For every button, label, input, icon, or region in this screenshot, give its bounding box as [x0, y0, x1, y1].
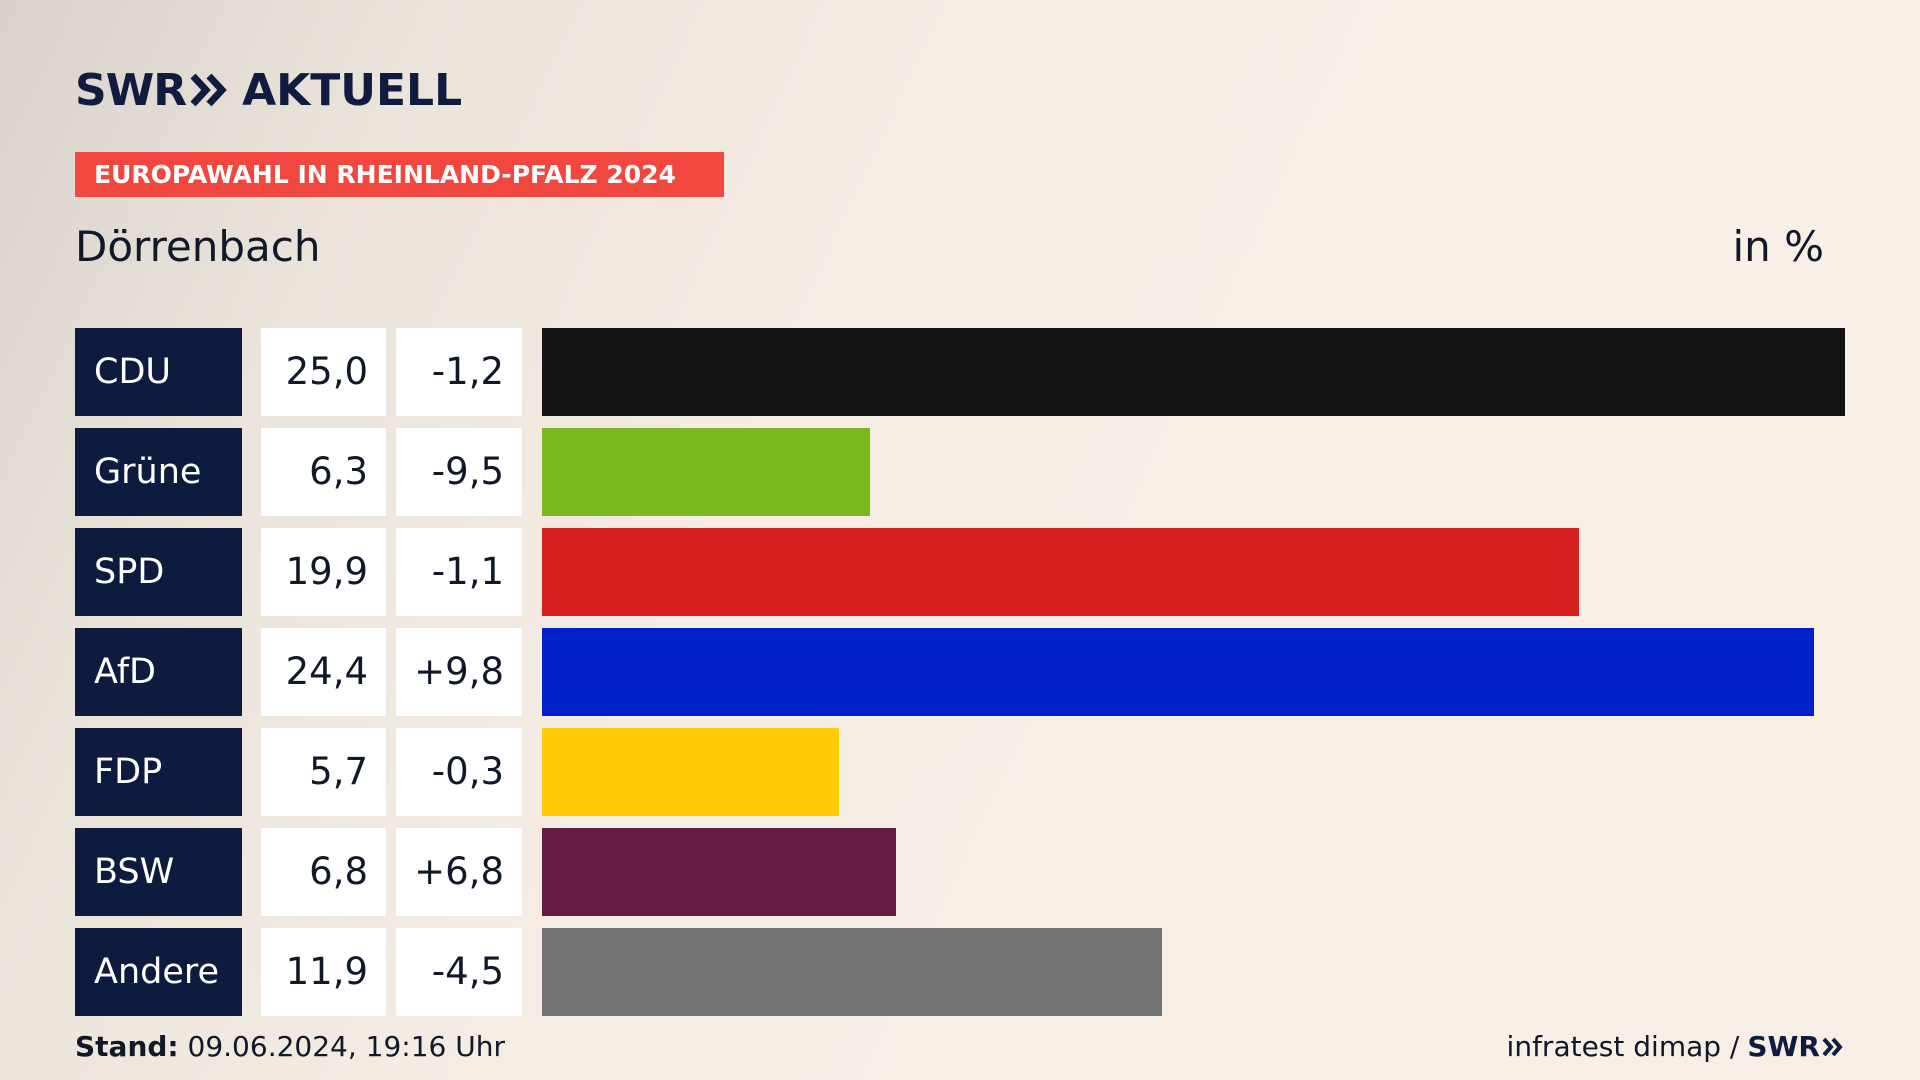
vote-share-value: 11,9	[261, 928, 386, 1016]
vote-share-value: 6,8	[261, 828, 386, 916]
result-bar	[542, 428, 870, 516]
result-bar	[542, 928, 1162, 1016]
result-bar	[542, 828, 896, 916]
logo-brand: SWR	[75, 64, 187, 116]
party-label: BSW	[75, 828, 242, 916]
vote-change-value: -0,3	[396, 728, 522, 816]
party-label: Grüne	[75, 428, 242, 516]
party-label: CDU	[75, 328, 242, 416]
vote-change-value: -1,1	[396, 528, 522, 616]
stand-value: 09.06.2024, 19:16 Uhr	[187, 1030, 505, 1063]
location-title: Dörrenbach	[75, 222, 321, 271]
source-brand: SWR	[1747, 1030, 1820, 1063]
result-bar	[542, 328, 1845, 416]
party-label: FDP	[75, 728, 242, 816]
vote-change-value: +9,8	[396, 628, 522, 716]
party-label: AfD	[75, 628, 242, 716]
swr-aktuell-logo: SWR AKTUELL	[75, 64, 463, 116]
result-bar	[542, 628, 1814, 716]
double-chevron-icon	[1822, 1037, 1843, 1056]
footer-stand: Stand: 09.06.2024, 19:16 Uhr	[75, 1030, 505, 1063]
vote-share-value: 6,3	[261, 428, 386, 516]
source-label: infratest dimap /	[1506, 1030, 1740, 1063]
vote-share-value: 24,4	[261, 628, 386, 716]
party-label: Andere	[75, 928, 242, 1016]
unit-label: in %	[1732, 222, 1824, 271]
stand-label: Stand:	[75, 1030, 179, 1063]
vote-share-value: 19,9	[261, 528, 386, 616]
footer-source: infratest dimap / SWR	[1507, 1030, 1844, 1063]
vote-change-value: -4,5	[396, 928, 522, 1016]
party-label: SPD	[75, 528, 242, 616]
logo-section: AKTUELL	[242, 64, 463, 116]
double-chevron-icon	[190, 73, 228, 107]
election-banner: EUROPAWAHL IN RHEINLAND-PFALZ 2024	[75, 152, 724, 197]
vote-share-value: 5,7	[261, 728, 386, 816]
vote-change-value: -9,5	[396, 428, 522, 516]
vote-change-value: -1,2	[396, 328, 522, 416]
vote-share-value: 25,0	[261, 328, 386, 416]
source-brand-logo: SWR	[1747, 1030, 1844, 1063]
result-bar	[542, 528, 1579, 616]
vote-change-value: +6,8	[396, 828, 522, 916]
result-bar	[542, 728, 839, 816]
